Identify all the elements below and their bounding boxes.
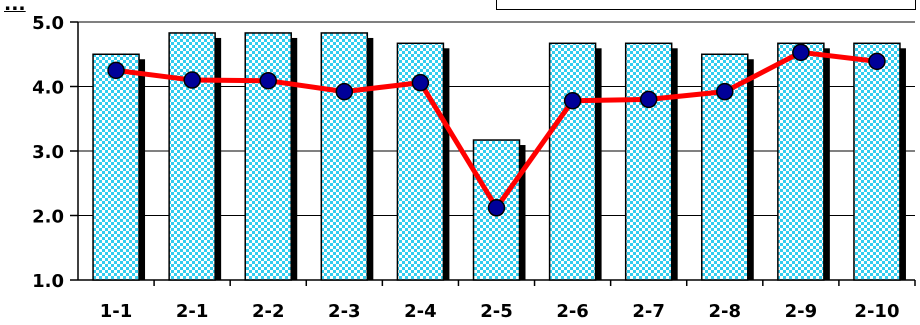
bar xyxy=(777,42,825,281)
line-point xyxy=(716,82,734,101)
x-tick-label: 2-5 xyxy=(480,301,513,322)
line-point xyxy=(183,71,201,89)
line-point xyxy=(868,52,886,71)
bar xyxy=(853,42,901,281)
bar xyxy=(320,32,369,281)
x-tick-label: 2-10 xyxy=(854,301,899,322)
line-point xyxy=(259,71,277,90)
y-tick-label: 5.0 xyxy=(32,13,64,34)
x-tick-label: 2-1 xyxy=(176,301,209,322)
x-tick-label: 2-9 xyxy=(785,301,818,322)
bar xyxy=(92,53,140,281)
line-point xyxy=(107,61,125,80)
line-point xyxy=(563,91,582,110)
x-tick-label: 2-6 xyxy=(556,301,589,322)
x-tick-label: 2-2 xyxy=(252,301,285,322)
y-tick-label: 2.0 xyxy=(32,207,64,228)
x-tick-label: 2-8 xyxy=(709,301,742,322)
line-point xyxy=(411,73,430,92)
chart-title: ... xyxy=(4,0,26,15)
x-tick-label: 2-3 xyxy=(328,301,361,322)
line-point xyxy=(487,199,506,217)
line-layer xyxy=(107,43,886,217)
bar xyxy=(244,32,292,281)
y-tick-label: 4.0 xyxy=(32,78,64,99)
x-tick-label: 2-4 xyxy=(404,301,437,322)
bar xyxy=(624,42,673,281)
bars-layer xyxy=(92,32,906,281)
bar xyxy=(548,42,597,281)
line-point xyxy=(639,90,658,109)
line-point xyxy=(335,82,354,101)
legend-box xyxy=(496,0,916,10)
x-tick-label: 1-1 xyxy=(100,301,133,322)
bar xyxy=(472,139,521,281)
bar xyxy=(168,32,216,281)
x-tick-label: 2-7 xyxy=(632,301,665,322)
line-point xyxy=(792,43,810,62)
labels-layer: 1.0 2.0 3.0 4.0 5.0 1-1 2-1 2-2 2-3 2-4 2-5 2-6 2-7 2… xyxy=(32,13,899,322)
y-tick-label: 3.0 xyxy=(32,142,64,163)
y-tick-label: 1.0 xyxy=(32,271,64,292)
